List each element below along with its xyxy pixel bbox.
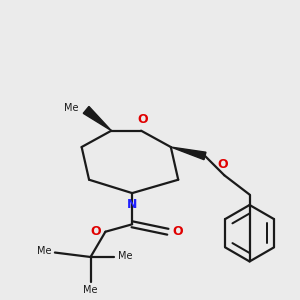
- Polygon shape: [83, 106, 111, 131]
- Text: Me: Me: [83, 285, 98, 295]
- Text: Me: Me: [64, 103, 79, 113]
- Text: Me: Me: [118, 250, 132, 260]
- Text: O: O: [90, 225, 101, 238]
- Text: O: O: [137, 113, 148, 126]
- Text: N: N: [127, 198, 137, 212]
- Text: Me: Me: [37, 246, 51, 256]
- Polygon shape: [171, 147, 206, 160]
- Text: O: O: [218, 158, 228, 171]
- Text: O: O: [172, 225, 183, 238]
